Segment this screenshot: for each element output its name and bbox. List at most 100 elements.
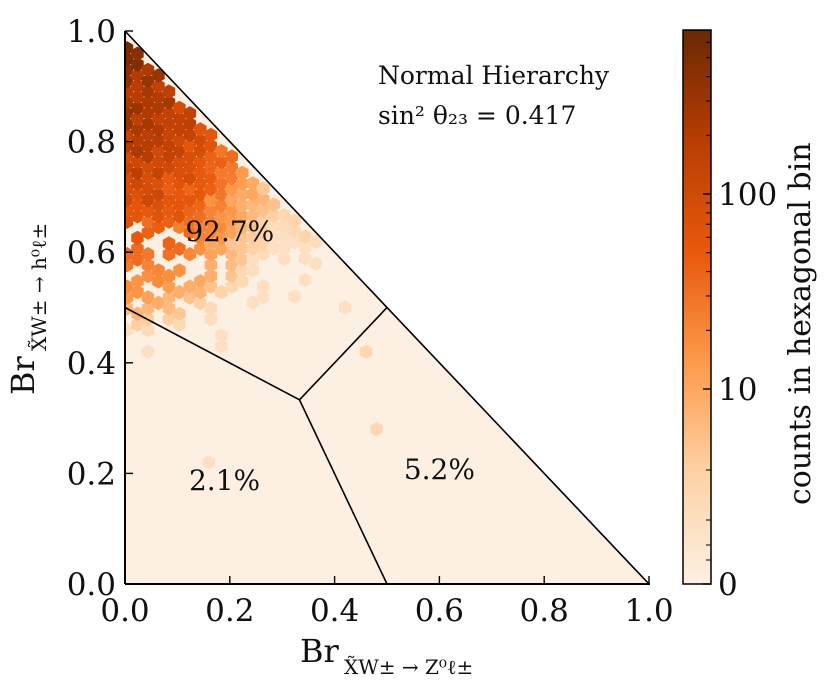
hexbin-cell xyxy=(162,84,176,99)
hexbin-cell xyxy=(202,455,216,470)
hexbin-cell xyxy=(125,203,134,218)
hexbin-cell xyxy=(236,198,249,213)
hexbin-cell xyxy=(225,279,238,294)
hexbin-cell xyxy=(152,274,165,289)
hexbin-cell xyxy=(162,138,176,153)
hexbin-cell xyxy=(125,171,134,186)
hexbin-cell xyxy=(194,295,207,311)
hexbin-cell xyxy=(215,187,228,202)
hexbin-cell xyxy=(173,154,186,170)
hexbin-cell xyxy=(257,235,270,250)
hexbin-cell xyxy=(131,230,144,246)
hexbin-cell xyxy=(225,203,238,218)
hexbin-cell xyxy=(183,138,197,153)
x-tick-labels: 0.0 0.2 0.4 0.6 0.8 1.0 xyxy=(100,593,673,629)
hexbin-cell xyxy=(298,240,312,255)
x-axis-label: Br X̃W± → Z⁰ℓ± xyxy=(300,632,473,679)
hexbin-cell xyxy=(267,197,280,212)
hexbin-cell xyxy=(162,149,176,164)
hexbin-cell xyxy=(152,219,165,235)
y-tick-label: 1.0 xyxy=(67,14,116,50)
hexbin-cell xyxy=(215,219,228,235)
hexbin-cell xyxy=(183,106,197,121)
hexbin-cell xyxy=(125,279,134,294)
hexbin-cell xyxy=(162,182,176,197)
hexbin-cell xyxy=(246,176,259,191)
hexbin-cell xyxy=(173,198,186,213)
hexbin-cell xyxy=(257,203,270,218)
hexbin-cell xyxy=(204,171,218,186)
hexbin-cell xyxy=(183,149,197,164)
hexbin-cell xyxy=(194,165,207,181)
hexbin-cell xyxy=(204,236,218,251)
hexbin-cell xyxy=(204,214,218,229)
hexbin-cell xyxy=(215,284,228,300)
hexbin-cell xyxy=(162,236,176,251)
hexbin-cell xyxy=(309,234,322,249)
y-axis-label-base: Br xyxy=(4,355,42,395)
hexbin-cell xyxy=(225,268,238,284)
hexbin-cell xyxy=(152,209,165,224)
hexbin-cell xyxy=(152,165,165,181)
hexbin-cell xyxy=(125,41,134,56)
hexbin-cell xyxy=(257,279,270,294)
hexbin-cell xyxy=(141,171,155,186)
hexbin-cell xyxy=(152,100,165,116)
hexbin-cell xyxy=(204,268,218,284)
hexbin-cell xyxy=(131,100,144,116)
hexbin-cell xyxy=(215,165,228,181)
y-axis-label: Br X̃W± → h⁰ℓ± xyxy=(4,223,51,395)
hexbin-cell xyxy=(131,57,144,72)
hexbin-cell xyxy=(131,122,144,137)
hexbin-cell xyxy=(267,230,280,245)
hexbin-cell xyxy=(152,111,165,126)
hexbin-cell xyxy=(225,214,238,229)
hexbin-cell xyxy=(141,116,155,132)
hexbin-cell xyxy=(162,192,176,208)
hexbin-cell xyxy=(246,230,259,245)
hexbin-cell xyxy=(125,214,134,229)
hexbin-cell xyxy=(131,274,144,289)
hexbin-cell xyxy=(125,160,134,175)
hexbin-cell xyxy=(257,181,270,196)
hexbin-cell xyxy=(257,224,270,240)
hexbin-cell xyxy=(236,176,249,191)
region-percentage-label: 2.1% xyxy=(189,464,260,497)
hexbin-cell xyxy=(236,165,249,181)
hexbin-cell xyxy=(162,160,176,175)
hexbin-cell xyxy=(278,219,291,234)
hexbin-cell xyxy=(141,344,155,359)
hexbin-cell xyxy=(194,274,207,289)
hexbin-cell xyxy=(183,160,197,175)
hexbin-cell xyxy=(236,219,249,235)
plot-area xyxy=(124,30,650,585)
hexbin-cell xyxy=(173,122,186,137)
hexbin-cell xyxy=(125,257,134,273)
hexbin-cell xyxy=(131,241,144,256)
hexbin-cell xyxy=(183,192,197,208)
hexbin-cell xyxy=(194,133,207,148)
hexbin-cell xyxy=(204,138,218,153)
hexbin-cell xyxy=(173,133,186,148)
hexbin-cell xyxy=(204,160,218,175)
hexbin-cell xyxy=(215,230,228,246)
hexbin-cell xyxy=(162,301,176,316)
region-percentage-label: 92.7% xyxy=(185,215,274,248)
hexbin-cell xyxy=(141,149,155,164)
hexbin-cell xyxy=(194,176,207,191)
hexbin-cell xyxy=(152,263,165,278)
hexbin-cell xyxy=(141,182,155,197)
hexbin-cell xyxy=(131,284,144,300)
hexbin-cell xyxy=(246,208,259,224)
colorbar-ticks: 0 10 100 xyxy=(703,41,777,603)
hexbin-cell xyxy=(246,241,259,256)
hexbin-cell xyxy=(215,144,228,159)
hexbin-cell xyxy=(236,241,249,256)
hexbin-cell xyxy=(173,263,186,278)
hexbin-cell xyxy=(215,176,228,191)
y-tick-label: 0.4 xyxy=(67,346,116,382)
x-axis-label-base: Br xyxy=(300,632,340,670)
colorbar-tick-label: 0 xyxy=(718,567,738,603)
hexbin-cell xyxy=(162,95,176,110)
hexbin-cell xyxy=(131,187,144,202)
